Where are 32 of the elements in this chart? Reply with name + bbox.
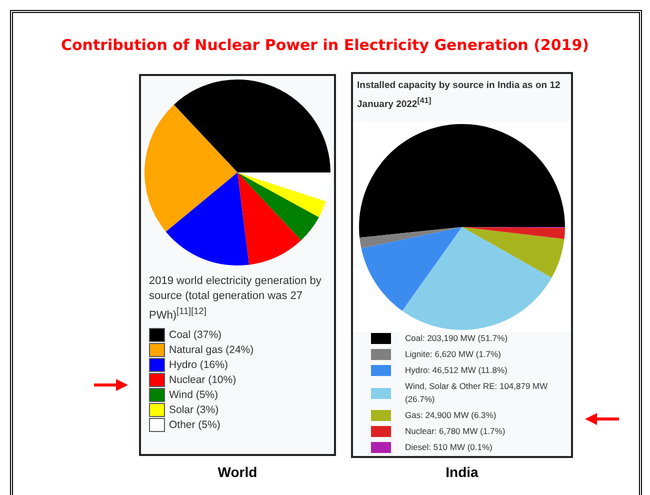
text: Installed capacity by source in India as on 12 January 2022$^{[41]}$ (357, 79, 562, 112)
chart-title: Contribution of Nuclear Power in Electricity Generation (2019) (60, 36, 590, 54)
pie-slice (144, 104, 238, 232)
legend-label: Nuclear: 6,780 MW (1.7%) (405, 425, 506, 438)
pie-slice (402, 227, 552, 330)
legend-label: Coal: 203,190 MW (51.7%) (405, 332, 508, 345)
pie-slice (462, 227, 565, 239)
legend-label: Other (5%) (169, 418, 220, 432)
legend-label: Coal (37%) (169, 328, 222, 342)
pie-slice (174, 80, 330, 172)
text: World (216, 464, 258, 480)
legend-label: Hydro (16%) (169, 358, 228, 372)
legend-label: Solar (3%) (169, 404, 219, 416)
pie-slice (462, 227, 564, 278)
legend-label: Diesel: 510 MW (0.1%) (405, 441, 492, 454)
pie-slice (360, 227, 462, 248)
legend-label: Gas: 24,900 MW (6.3%) (405, 409, 496, 422)
pie-slice (238, 172, 302, 265)
pie-slice (361, 227, 462, 311)
legend-label: Wind, Solar & Other RE: 104,879 MW (26.7%) (405, 380, 549, 406)
pie-slice (238, 172, 319, 240)
legend-label: Lignite: 6,620 MW (1.7%) (405, 348, 501, 361)
pie-slice (238, 172, 326, 218)
legend-label: Natural gas (24%) (169, 344, 254, 356)
pie-slice (166, 172, 250, 266)
pie-slice (359, 124, 565, 238)
text: India (444, 464, 480, 480)
text: 2019 world electricity generation by source (total generation was 27 PWh)$^{[11][12]}$ (149, 274, 322, 324)
legend-label: Hydro: 46,512 MW (11.8%) (405, 364, 508, 377)
legend-label: Nuclear (10%) (169, 374, 236, 386)
legend-label: Wind (5%) (169, 388, 218, 402)
pie-slice (238, 172, 330, 202)
